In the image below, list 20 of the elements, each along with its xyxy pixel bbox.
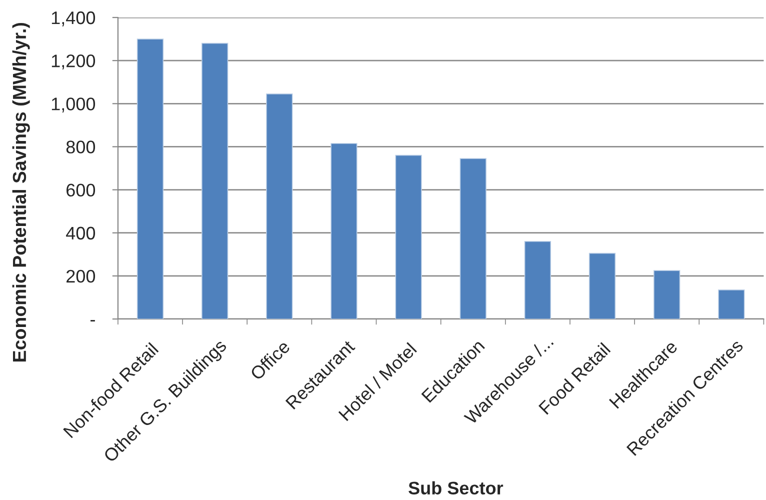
y-tick-label: 200 (66, 270, 96, 283)
y-tick-label: 800 (66, 140, 96, 154)
y-tick-label: 1,200 (52, 54, 96, 70)
bar (395, 154, 422, 319)
bar (136, 38, 164, 319)
y-tick-label: 600 (66, 184, 96, 197)
bar (460, 158, 486, 319)
bar (330, 143, 358, 319)
bar (588, 252, 616, 319)
bar (201, 42, 228, 319)
y-tick-label: 1,400 (52, 11, 96, 26)
bar (266, 94, 293, 319)
bar (654, 270, 680, 319)
y-tick-label: 1,000 (52, 98, 96, 112)
bar (718, 290, 745, 319)
y-axis-title: Economic Potential Savings (MWh/yr.) (12, 22, 30, 362)
bar (524, 241, 552, 319)
y-tick-label: 400 (66, 226, 96, 240)
y-tick-label: - (90, 320, 95, 322)
x-axis-title: Sub Sector (408, 481, 504, 494)
